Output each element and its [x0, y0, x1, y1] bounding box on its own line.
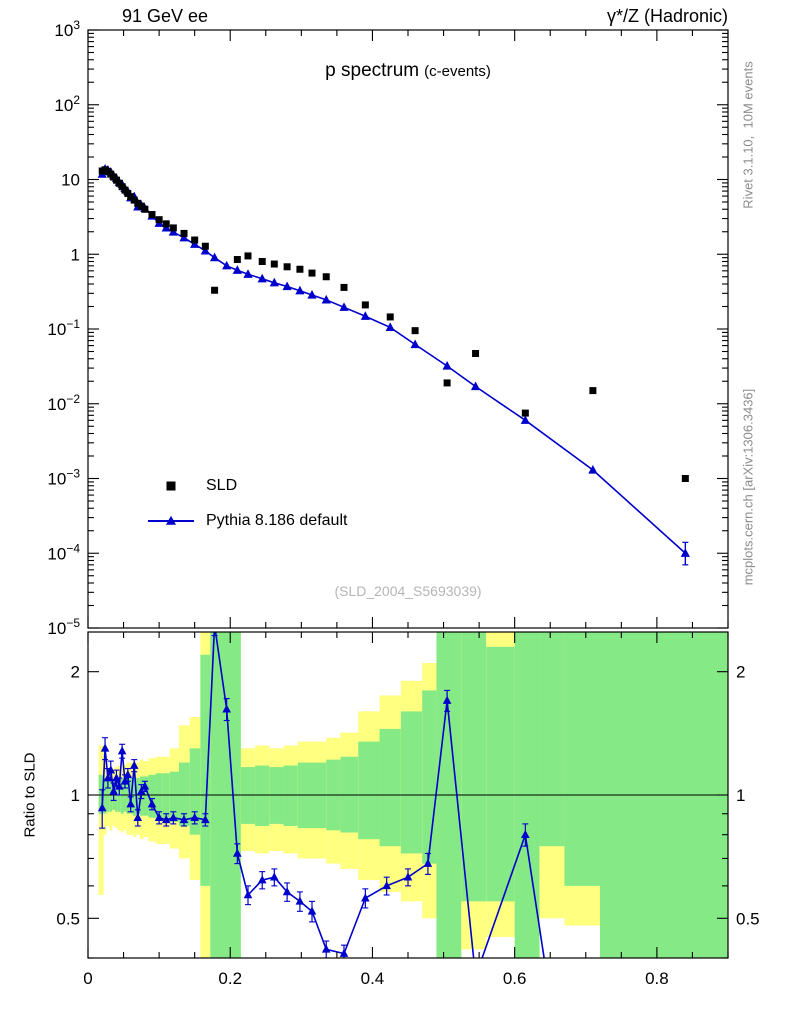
sld-square-marker-icon — [166, 481, 176, 490]
svg-text:1: 1 — [71, 786, 80, 805]
pythia-triangle-marker-icon — [166, 515, 176, 525]
legend-label-pythia: Pythia 8.186 default — [206, 511, 348, 529]
svg-text:0.4: 0.4 — [361, 969, 385, 988]
legend-item-sld: SLD — [148, 468, 347, 503]
legend-item-pythia: Pythia 8.186 default — [148, 503, 347, 538]
svg-text:0.2: 0.2 — [218, 969, 242, 988]
svg-text:10−5: 10−5 — [47, 616, 80, 638]
sld-series — [98, 166, 689, 482]
svg-text:10−3: 10−3 — [47, 467, 80, 489]
mcplots-reference-note: mcplots.cern.ch [arXiv:1306.3436] — [740, 388, 756, 586]
svg-text:0.5: 0.5 — [736, 909, 760, 928]
legend-label-sld: SLD — [206, 476, 238, 494]
svg-text:0: 0 — [83, 969, 92, 988]
svg-text:103: 103 — [54, 18, 80, 40]
ratio-series — [97, 632, 545, 958]
svg-text:2: 2 — [736, 663, 745, 682]
svg-text:10−2: 10−2 — [47, 392, 80, 414]
rivet-version-note: Rivet 3.1.10, 10M events — [740, 61, 756, 209]
svg-text:0.5: 0.5 — [56, 909, 80, 928]
plot-title-main: p spectrum — [325, 60, 420, 81]
svg-text:2: 2 — [71, 663, 80, 682]
svg-text:10: 10 — [61, 171, 80, 190]
svg-text:10−4: 10−4 — [47, 541, 80, 563]
plot-title-sub: (c-events) — [424, 63, 491, 80]
svg-text:102: 102 — [54, 93, 80, 115]
legend: SLD Pythia 8.186 default — [148, 468, 347, 538]
process-label: γ*/Z (Hadronic) — [606, 6, 728, 26]
legend-marker-cell — [148, 479, 194, 493]
legend-marker-cell — [148, 514, 194, 528]
analysis-id-watermark: (SLD_2004_S5693039) — [334, 583, 482, 599]
svg-text:1: 1 — [736, 786, 745, 805]
svg-text:0.6: 0.6 — [503, 969, 527, 988]
svg-text:10−1: 10−1 — [47, 317, 80, 339]
plot-title: p spectrum (c-events) — [88, 60, 728, 82]
svg-text:0.8: 0.8 — [645, 969, 669, 988]
svg-text:1: 1 — [71, 245, 80, 264]
beam-energy-label: 91 GeV ee — [122, 6, 209, 26]
ratio-axis-label: Ratio to SLD — [21, 752, 39, 838]
